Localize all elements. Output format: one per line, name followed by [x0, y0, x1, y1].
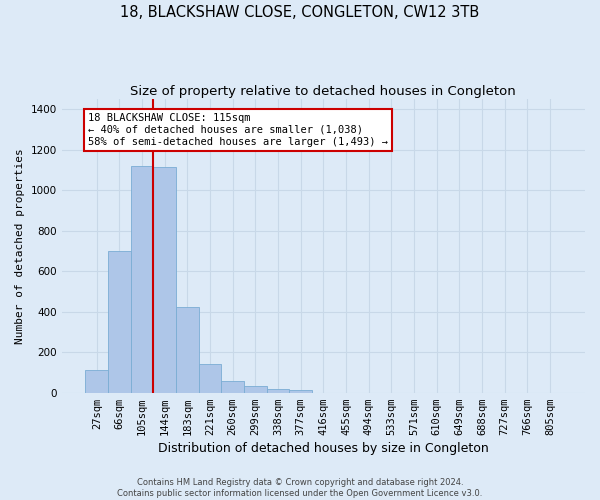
Bar	[266, 388, 289, 392]
Bar	[289, 390, 312, 392]
Bar	[108, 251, 131, 392]
Text: Contains HM Land Registry data © Crown copyright and database right 2024.
Contai: Contains HM Land Registry data © Crown c…	[118, 478, 482, 498]
Bar	[154, 167, 176, 392]
Bar	[176, 306, 199, 392]
Bar	[244, 386, 266, 392]
Bar	[85, 370, 108, 392]
Bar	[199, 364, 221, 392]
Bar	[131, 166, 154, 392]
Y-axis label: Number of detached properties: Number of detached properties	[15, 148, 25, 344]
Text: 18, BLACKSHAW CLOSE, CONGLETON, CW12 3TB: 18, BLACKSHAW CLOSE, CONGLETON, CW12 3TB	[121, 5, 479, 20]
Text: 18 BLACKSHAW CLOSE: 115sqm
← 40% of detached houses are smaller (1,038)
58% of s: 18 BLACKSHAW CLOSE: 115sqm ← 40% of deta…	[88, 114, 388, 146]
Title: Size of property relative to detached houses in Congleton: Size of property relative to detached ho…	[130, 85, 516, 98]
Bar	[221, 380, 244, 392]
X-axis label: Distribution of detached houses by size in Congleton: Distribution of detached houses by size …	[158, 442, 489, 455]
